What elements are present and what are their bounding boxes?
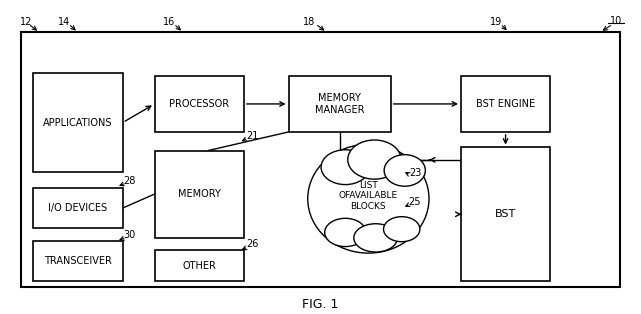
Text: BST ENGINE: BST ENGINE: [476, 99, 535, 109]
Ellipse shape: [383, 217, 420, 242]
Ellipse shape: [348, 140, 401, 179]
FancyBboxPatch shape: [33, 241, 122, 281]
Text: I/O DEVICES: I/O DEVICES: [49, 203, 108, 213]
Text: 30: 30: [123, 230, 135, 240]
Text: 12: 12: [19, 17, 32, 27]
Ellipse shape: [308, 144, 429, 253]
FancyBboxPatch shape: [288, 76, 391, 132]
FancyBboxPatch shape: [154, 76, 244, 132]
Text: 23: 23: [409, 168, 421, 178]
Text: 14: 14: [58, 17, 70, 27]
Text: MEMORY
MANAGER: MEMORY MANAGER: [315, 93, 364, 115]
Text: 26: 26: [246, 239, 258, 249]
FancyBboxPatch shape: [33, 73, 122, 172]
FancyBboxPatch shape: [154, 250, 244, 281]
Text: BST: BST: [495, 209, 516, 219]
FancyBboxPatch shape: [461, 76, 550, 132]
Ellipse shape: [354, 224, 397, 252]
FancyBboxPatch shape: [461, 148, 550, 281]
Text: TRANSCEIVER: TRANSCEIVER: [44, 256, 112, 266]
Text: OTHER: OTHER: [182, 261, 216, 271]
Text: 28: 28: [123, 176, 135, 186]
Ellipse shape: [321, 150, 370, 185]
Text: 19: 19: [490, 17, 502, 27]
Text: 16: 16: [162, 17, 175, 27]
Ellipse shape: [325, 218, 366, 246]
Text: FIG. 1: FIG. 1: [303, 298, 338, 311]
FancyBboxPatch shape: [154, 150, 244, 238]
Text: 18: 18: [303, 17, 315, 27]
Text: 21: 21: [246, 131, 258, 141]
Text: LIST
OFAVAILABLE
BLOCKS: LIST OFAVAILABLE BLOCKS: [339, 181, 398, 210]
FancyBboxPatch shape: [33, 188, 122, 228]
FancyBboxPatch shape: [21, 32, 620, 287]
Text: MEMORY: MEMORY: [178, 189, 221, 199]
Text: 25: 25: [409, 197, 421, 207]
Text: APPLICATIONS: APPLICATIONS: [43, 117, 113, 127]
Ellipse shape: [384, 155, 426, 186]
Text: 10: 10: [610, 16, 622, 26]
Text: PROCESSOR: PROCESSOR: [169, 99, 229, 109]
